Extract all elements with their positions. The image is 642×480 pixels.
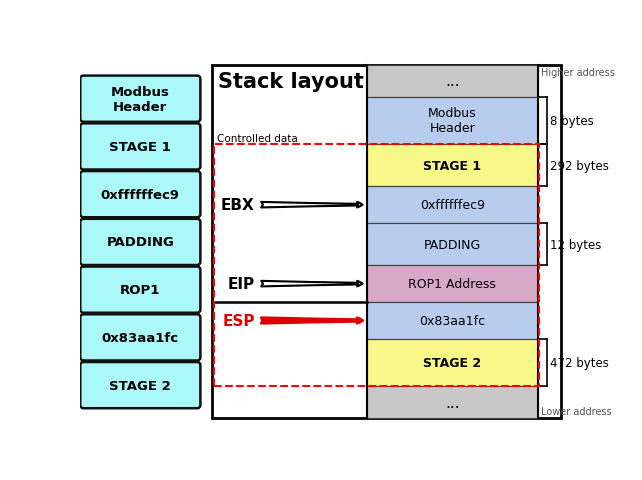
Text: STAGE 2: STAGE 2: [109, 379, 171, 392]
Bar: [367, 302, 537, 339]
Bar: [367, 224, 537, 265]
Text: Modbus
Header: Modbus Header: [428, 107, 476, 135]
Text: 292 bytes: 292 bytes: [550, 159, 609, 172]
Text: 8 bytes: 8 bytes: [550, 115, 594, 128]
Text: EIP: EIP: [227, 276, 255, 291]
Bar: [367, 187, 537, 224]
Bar: [212, 66, 560, 418]
Text: 0xffffffec9: 0xffffffec9: [420, 199, 485, 212]
Text: PADDING: PADDING: [424, 238, 481, 251]
Text: 0x83aa1fc: 0x83aa1fc: [101, 331, 179, 344]
Bar: [367, 97, 537, 145]
Text: ROP1 Address: ROP1 Address: [408, 277, 496, 290]
Text: 472 bytes: 472 bytes: [550, 356, 609, 369]
Bar: [367, 265, 537, 302]
Text: ESP: ESP: [222, 313, 255, 328]
Bar: [367, 339, 537, 386]
Bar: [367, 66, 537, 97]
Text: STAGE 1: STAGE 1: [109, 141, 171, 154]
FancyBboxPatch shape: [80, 172, 200, 218]
Bar: [367, 386, 537, 418]
FancyBboxPatch shape: [80, 219, 200, 265]
Text: Modbus
Header: Modbus Header: [111, 85, 169, 113]
FancyBboxPatch shape: [80, 267, 200, 313]
Text: STAGE 1: STAGE 1: [423, 159, 482, 172]
FancyBboxPatch shape: [80, 124, 200, 170]
Text: Lower address: Lower address: [541, 407, 612, 417]
FancyBboxPatch shape: [80, 76, 200, 122]
Text: EBX: EBX: [221, 198, 255, 213]
FancyBboxPatch shape: [80, 314, 200, 361]
Text: Controlled data: Controlled data: [218, 133, 298, 144]
Bar: [214, 145, 539, 386]
Text: PADDING: PADDING: [107, 236, 174, 249]
Text: 12 bytes: 12 bytes: [550, 238, 602, 251]
Text: ROP1: ROP1: [120, 284, 160, 297]
Text: 0x83aa1fc: 0x83aa1fc: [419, 314, 485, 327]
FancyBboxPatch shape: [80, 362, 200, 408]
Text: STAGE 2: STAGE 2: [423, 356, 482, 369]
Text: ...: ...: [445, 74, 460, 89]
Bar: [367, 145, 537, 187]
Text: 0xffffffec9: 0xffffffec9: [101, 188, 180, 201]
Text: ...: ...: [445, 395, 460, 410]
Text: Higher address: Higher address: [541, 68, 615, 78]
Text: Stack layout: Stack layout: [218, 72, 364, 92]
